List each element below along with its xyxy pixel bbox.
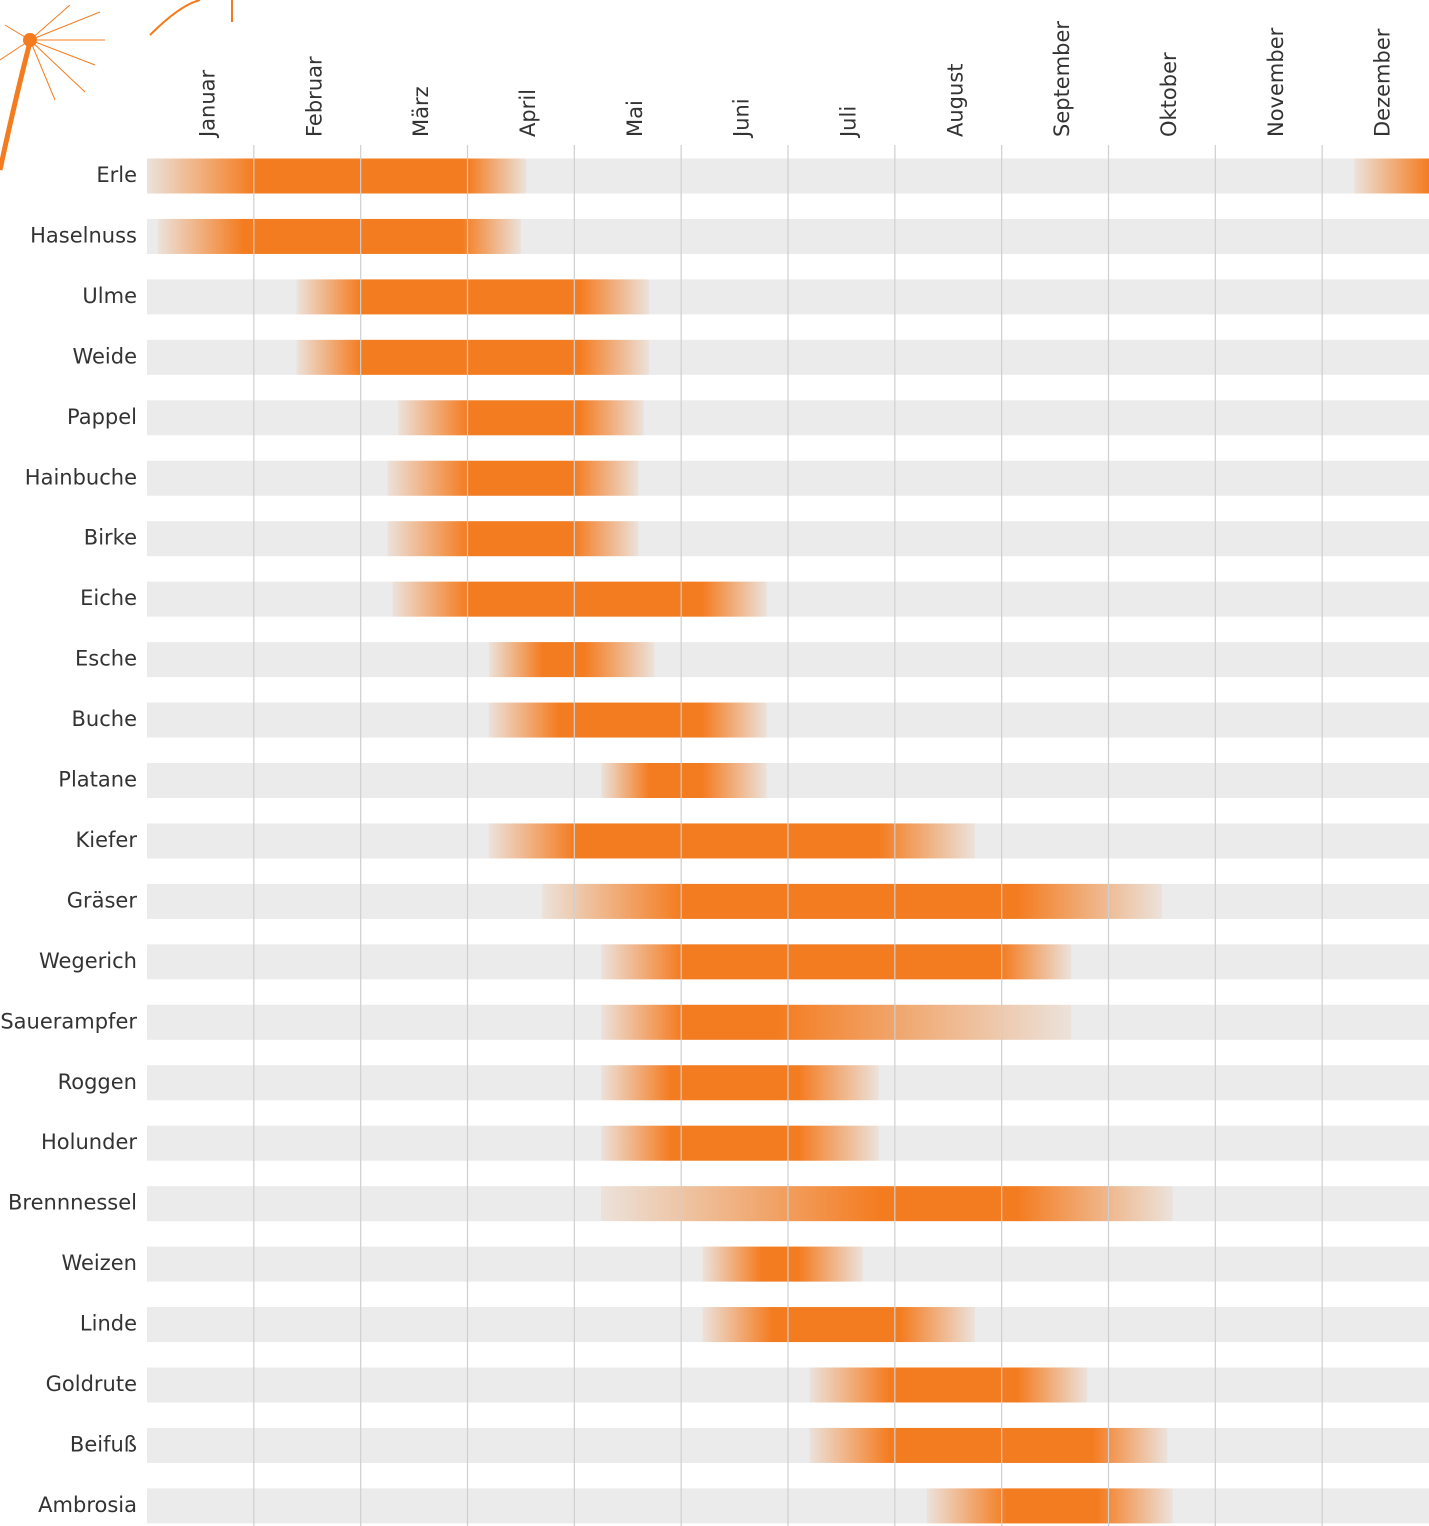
month-label: Dezember	[1371, 28, 1395, 137]
pollen-bar	[393, 582, 767, 617]
month-label: November	[1264, 27, 1288, 137]
row-label: Hainbuche	[25, 465, 137, 489]
pollen-bar	[601, 1065, 879, 1100]
row-label: Linde	[80, 1312, 137, 1336]
month-label: März	[409, 86, 433, 137]
pollen-bar	[703, 1307, 975, 1342]
row-label: Roggen	[58, 1070, 137, 1094]
row-label: Esche	[75, 647, 137, 671]
row-label: Holunder	[41, 1130, 137, 1154]
row-label: Haselnuss	[30, 223, 137, 247]
month-label: Oktober	[1157, 52, 1181, 137]
row-label: Sauerampfer	[0, 1009, 137, 1033]
month-label: August	[943, 64, 967, 138]
row-label: Buche	[72, 707, 138, 731]
month-label: Januar	[195, 69, 219, 139]
pollen-bar	[489, 823, 975, 858]
chart: Januar Februar März April Mai Juni Juli August S…	[0, 0, 1429, 1526]
row-label: Kiefer	[76, 828, 138, 852]
row-label: Brennnessel	[8, 1191, 137, 1215]
page: {"chart_data": {"type": "range", "catego…	[0, 0, 1429, 1526]
pollen-bar	[601, 1005, 1071, 1040]
row-label: Wegerich	[39, 949, 137, 973]
row-label: Eiche	[80, 586, 137, 610]
row-label: Goldrute	[46, 1372, 137, 1396]
row-label: Weizen	[61, 1251, 137, 1275]
pollen-bar	[398, 400, 644, 435]
row-label: Erle	[96, 163, 137, 187]
pollen-bar	[601, 1126, 879, 1161]
pollen-bar	[489, 642, 655, 677]
pollen-bar	[927, 1488, 1173, 1523]
pollen-bar	[158, 219, 521, 254]
pollen-bar	[601, 1186, 1173, 1221]
month-label: September	[1050, 21, 1074, 137]
pollen-bar	[387, 461, 638, 496]
month-label: Juli	[836, 106, 860, 139]
month-label: April	[516, 89, 540, 137]
row-label: Ambrosia	[38, 1493, 137, 1517]
pollen-bar	[147, 159, 526, 194]
row-label: Pappel	[67, 405, 137, 429]
pollen-bar	[703, 1247, 863, 1282]
pollen-bar	[387, 521, 638, 556]
pollen-bar	[601, 944, 1071, 979]
month-label: Mai	[623, 100, 647, 137]
pollen-bar	[297, 279, 650, 314]
pollen-bar	[809, 1368, 1087, 1403]
pollen-bar	[542, 884, 1162, 919]
month-label: Juni	[730, 98, 754, 139]
pollen-bar	[489, 703, 767, 738]
month-label: Februar	[302, 56, 326, 137]
pollen-bar	[601, 763, 767, 798]
row-label: Birke	[84, 526, 137, 550]
row-label: Platane	[58, 768, 137, 792]
row-label: Beifuß	[70, 1432, 137, 1456]
row-label: Weide	[72, 344, 137, 368]
row-label: Gräser	[67, 888, 138, 912]
pollen-bar	[297, 340, 650, 375]
pollen-bar	[809, 1428, 1167, 1463]
row-label: Ulme	[82, 284, 137, 308]
pollen-bar	[1354, 159, 1429, 194]
